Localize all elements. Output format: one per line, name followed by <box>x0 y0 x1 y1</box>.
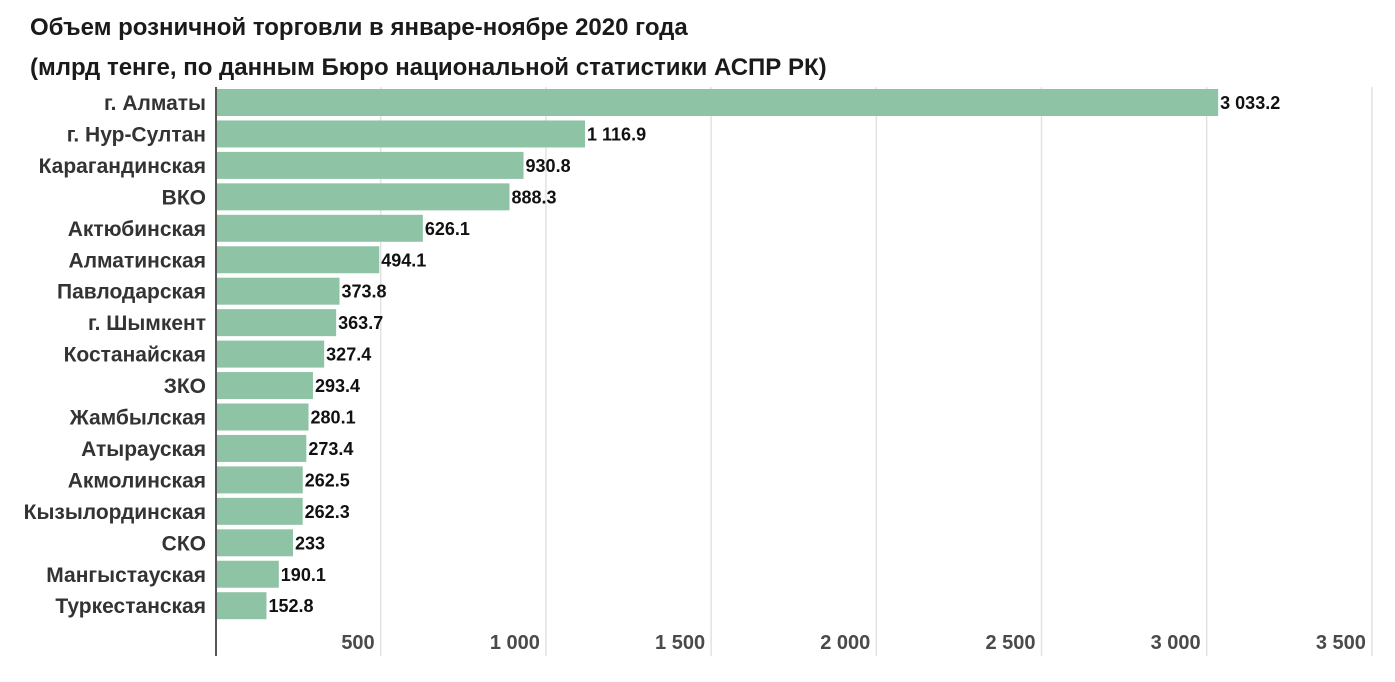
category-label-5: Алматинская <box>69 249 206 272</box>
category-label-4: Актюбинская <box>68 218 206 241</box>
value-label-15: 190.1 <box>281 565 326 585</box>
value-label-6: 373.8 <box>342 282 387 302</box>
bar-12 <box>216 466 303 494</box>
category-label-13: Кызылординская <box>24 501 206 524</box>
value-label-12: 262.5 <box>305 470 350 490</box>
bar-1 <box>216 120 586 148</box>
bar-0 <box>216 89 1219 116</box>
value-label-0: 3 033.2 <box>1220 93 1280 113</box>
chart-title: Объем розничной торговли в январе-ноябре… <box>30 14 688 41</box>
bar-2 <box>216 151 524 179</box>
value-label-10: 280.1 <box>311 408 356 428</box>
bar-11 <box>216 434 307 462</box>
bar-15 <box>216 560 279 588</box>
bar-14 <box>216 529 293 557</box>
x-tick-label-3000: 3 000 <box>1151 632 1201 654</box>
value-label-16: 152.8 <box>268 596 313 616</box>
x-tick-label-2000: 2 000 <box>820 632 870 654</box>
bar-6 <box>216 277 340 305</box>
category-label-12: Акмолинская <box>68 469 206 492</box>
x-tick-label-3500: 3 500 <box>1316 632 1366 654</box>
category-label-1: г. Нур-Султан <box>67 123 206 146</box>
chart-subtitle: (млрд тенге, по данным Бюро национальной… <box>30 54 827 81</box>
value-label-13: 262.3 <box>305 502 350 522</box>
x-tick-label-500: 500 <box>341 632 374 654</box>
x-tick-label-2500: 2 500 <box>985 632 1035 654</box>
category-label-10: Жамбылская <box>69 407 206 430</box>
value-label-11: 273.4 <box>308 439 353 459</box>
category-label-3: ВКО <box>162 186 206 209</box>
category-label-0: г. Алматы <box>104 92 206 115</box>
value-label-3: 888.3 <box>511 187 556 207</box>
value-label-9: 293.4 <box>315 376 360 396</box>
bar-13 <box>216 497 303 525</box>
bar-8 <box>216 340 325 368</box>
category-label-7: г. Шымкент <box>88 312 206 335</box>
bar-9 <box>216 372 313 400</box>
bar-5 <box>216 246 380 274</box>
category-label-14: СКО <box>162 532 206 555</box>
category-label-6: Павлодарская <box>57 281 206 304</box>
category-label-2: Карагандинская <box>39 155 206 178</box>
x-tick-label-1500: 1 500 <box>655 632 705 654</box>
category-label-9: ЗКО <box>164 375 206 398</box>
bar-4 <box>216 214 423 242</box>
category-label-8: Костанайская <box>64 344 206 367</box>
category-label-16: Туркестанская <box>55 595 206 618</box>
x-tick-label-1000: 1 000 <box>490 632 540 654</box>
value-label-7: 363.7 <box>338 313 383 333</box>
value-label-8: 327.4 <box>326 345 371 365</box>
bar-7 <box>216 309 337 337</box>
chart-title-block: Объем розничной торговли в январе-ноябре… <box>30 8 827 88</box>
value-label-2: 930.8 <box>526 156 571 176</box>
category-label-15: Мангыстауская <box>46 564 206 587</box>
bar-16 <box>216 592 267 620</box>
value-label-1: 1 116.9 <box>587 124 646 144</box>
value-label-14: 233 <box>295 533 325 553</box>
value-label-5: 494.1 <box>381 250 426 270</box>
value-label-4: 626.1 <box>425 219 470 239</box>
category-label-11: Атырауская <box>81 438 206 461</box>
bar-3 <box>216 183 510 211</box>
bar-10 <box>216 403 309 431</box>
